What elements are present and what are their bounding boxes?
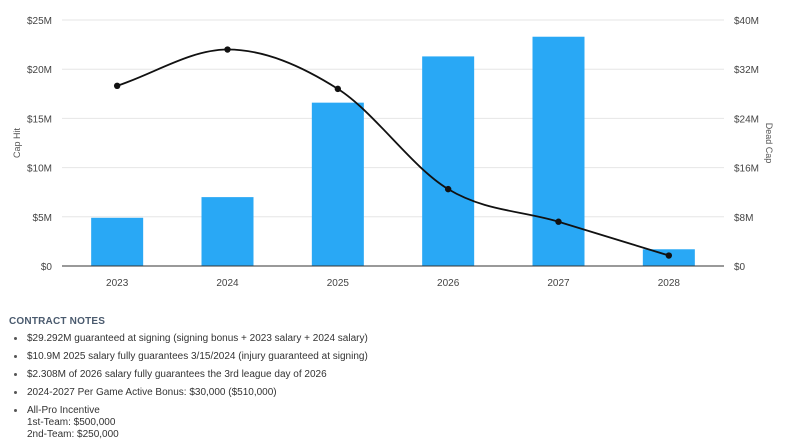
line-point: [113, 82, 121, 90]
line-point: [444, 185, 452, 193]
note-line: 1st-Team: $500,000: [27, 417, 116, 428]
note-item: $2.308M of 2026 salary fully guarantees …: [9, 369, 779, 381]
y2-tick-label: $32M: [734, 65, 759, 76]
note-line: $2.308M of 2026 salary fully guarantees …: [27, 369, 327, 380]
x-tick-label: 2027: [547, 278, 570, 289]
y2-tick-label: $40M: [734, 16, 759, 27]
y-tick-label: $20M: [27, 65, 52, 76]
bar: [311, 102, 364, 266]
y-tick-label: $5M: [33, 213, 52, 224]
axes: $0 $0 $5M $8M $10M $16M $15M $24M $20M $32M $25M $4…: [12, 16, 774, 289]
note-line: 2024-2027 Per Game Active Bonus: $30,000…: [27, 387, 277, 398]
bar: [91, 217, 144, 266]
line-point: [555, 218, 562, 225]
y2-tick-label: $8M: [734, 213, 753, 224]
note-line: All-Pro Incentive: [27, 405, 100, 416]
note-item: $10.9M 2025 salary fully guarantees 3/15…: [9, 351, 779, 363]
y-axis-title: Cap Hit: [12, 127, 22, 158]
line-point: [665, 252, 673, 259]
y2-axis-title: Dead Cap: [764, 123, 774, 164]
y-tick-label: $25M: [27, 16, 52, 27]
y-tick-label: $0: [41, 262, 53, 273]
cap-chart: $0 $0 $5M $8M $10M $16M $15M $24M $20M $32M $25M $4…: [12, 16, 774, 289]
note-item: 2024-2027 Per Game Active Bonus: $30,000…: [9, 387, 779, 399]
x-tick-label: 2025: [327, 278, 350, 289]
y-tick-label: $10M: [27, 164, 52, 175]
x-tick-label: 2024: [216, 278, 239, 289]
x-tick-label: 2023: [106, 278, 129, 289]
note-item: All-Pro Incentive 1st-Team: $500,000 2nd-T…: [9, 405, 779, 441]
y-tick-label: $15M: [27, 114, 52, 125]
line-point: [334, 85, 342, 93]
note-line: $10.9M 2025 salary fully guarantees 3/15…: [27, 351, 368, 362]
y2-tick-label: $0: [734, 262, 746, 273]
note-line: 2nd-Team: $250,000: [27, 429, 119, 440]
grid-lines: [62, 19, 724, 218]
note-line: $29.292M guaranteed at signing (signing …: [27, 333, 368, 344]
bar: [422, 56, 475, 266]
y2-tick-label: $24M: [734, 114, 759, 125]
cap-hit-bars: [91, 36, 695, 267]
x-tick-label: 2026: [437, 278, 460, 289]
notes-list: $29.292M guaranteed at signing (signing …: [9, 333, 779, 441]
dead-cap-line: [113, 46, 673, 259]
dead-cap-curve: [116, 48, 670, 257]
bar: [201, 197, 254, 266]
contract-notes: CONTRACT NOTES $29.292M guaranteed at si…: [9, 316, 779, 447]
line-point: [224, 46, 231, 53]
note-item: $29.292M guaranteed at signing (signing …: [9, 333, 779, 345]
notes-title: CONTRACT NOTES: [9, 316, 106, 327]
x-tick-label: 2028: [658, 278, 681, 289]
bar: [532, 36, 585, 267]
y2-tick-label: $16M: [734, 164, 759, 175]
